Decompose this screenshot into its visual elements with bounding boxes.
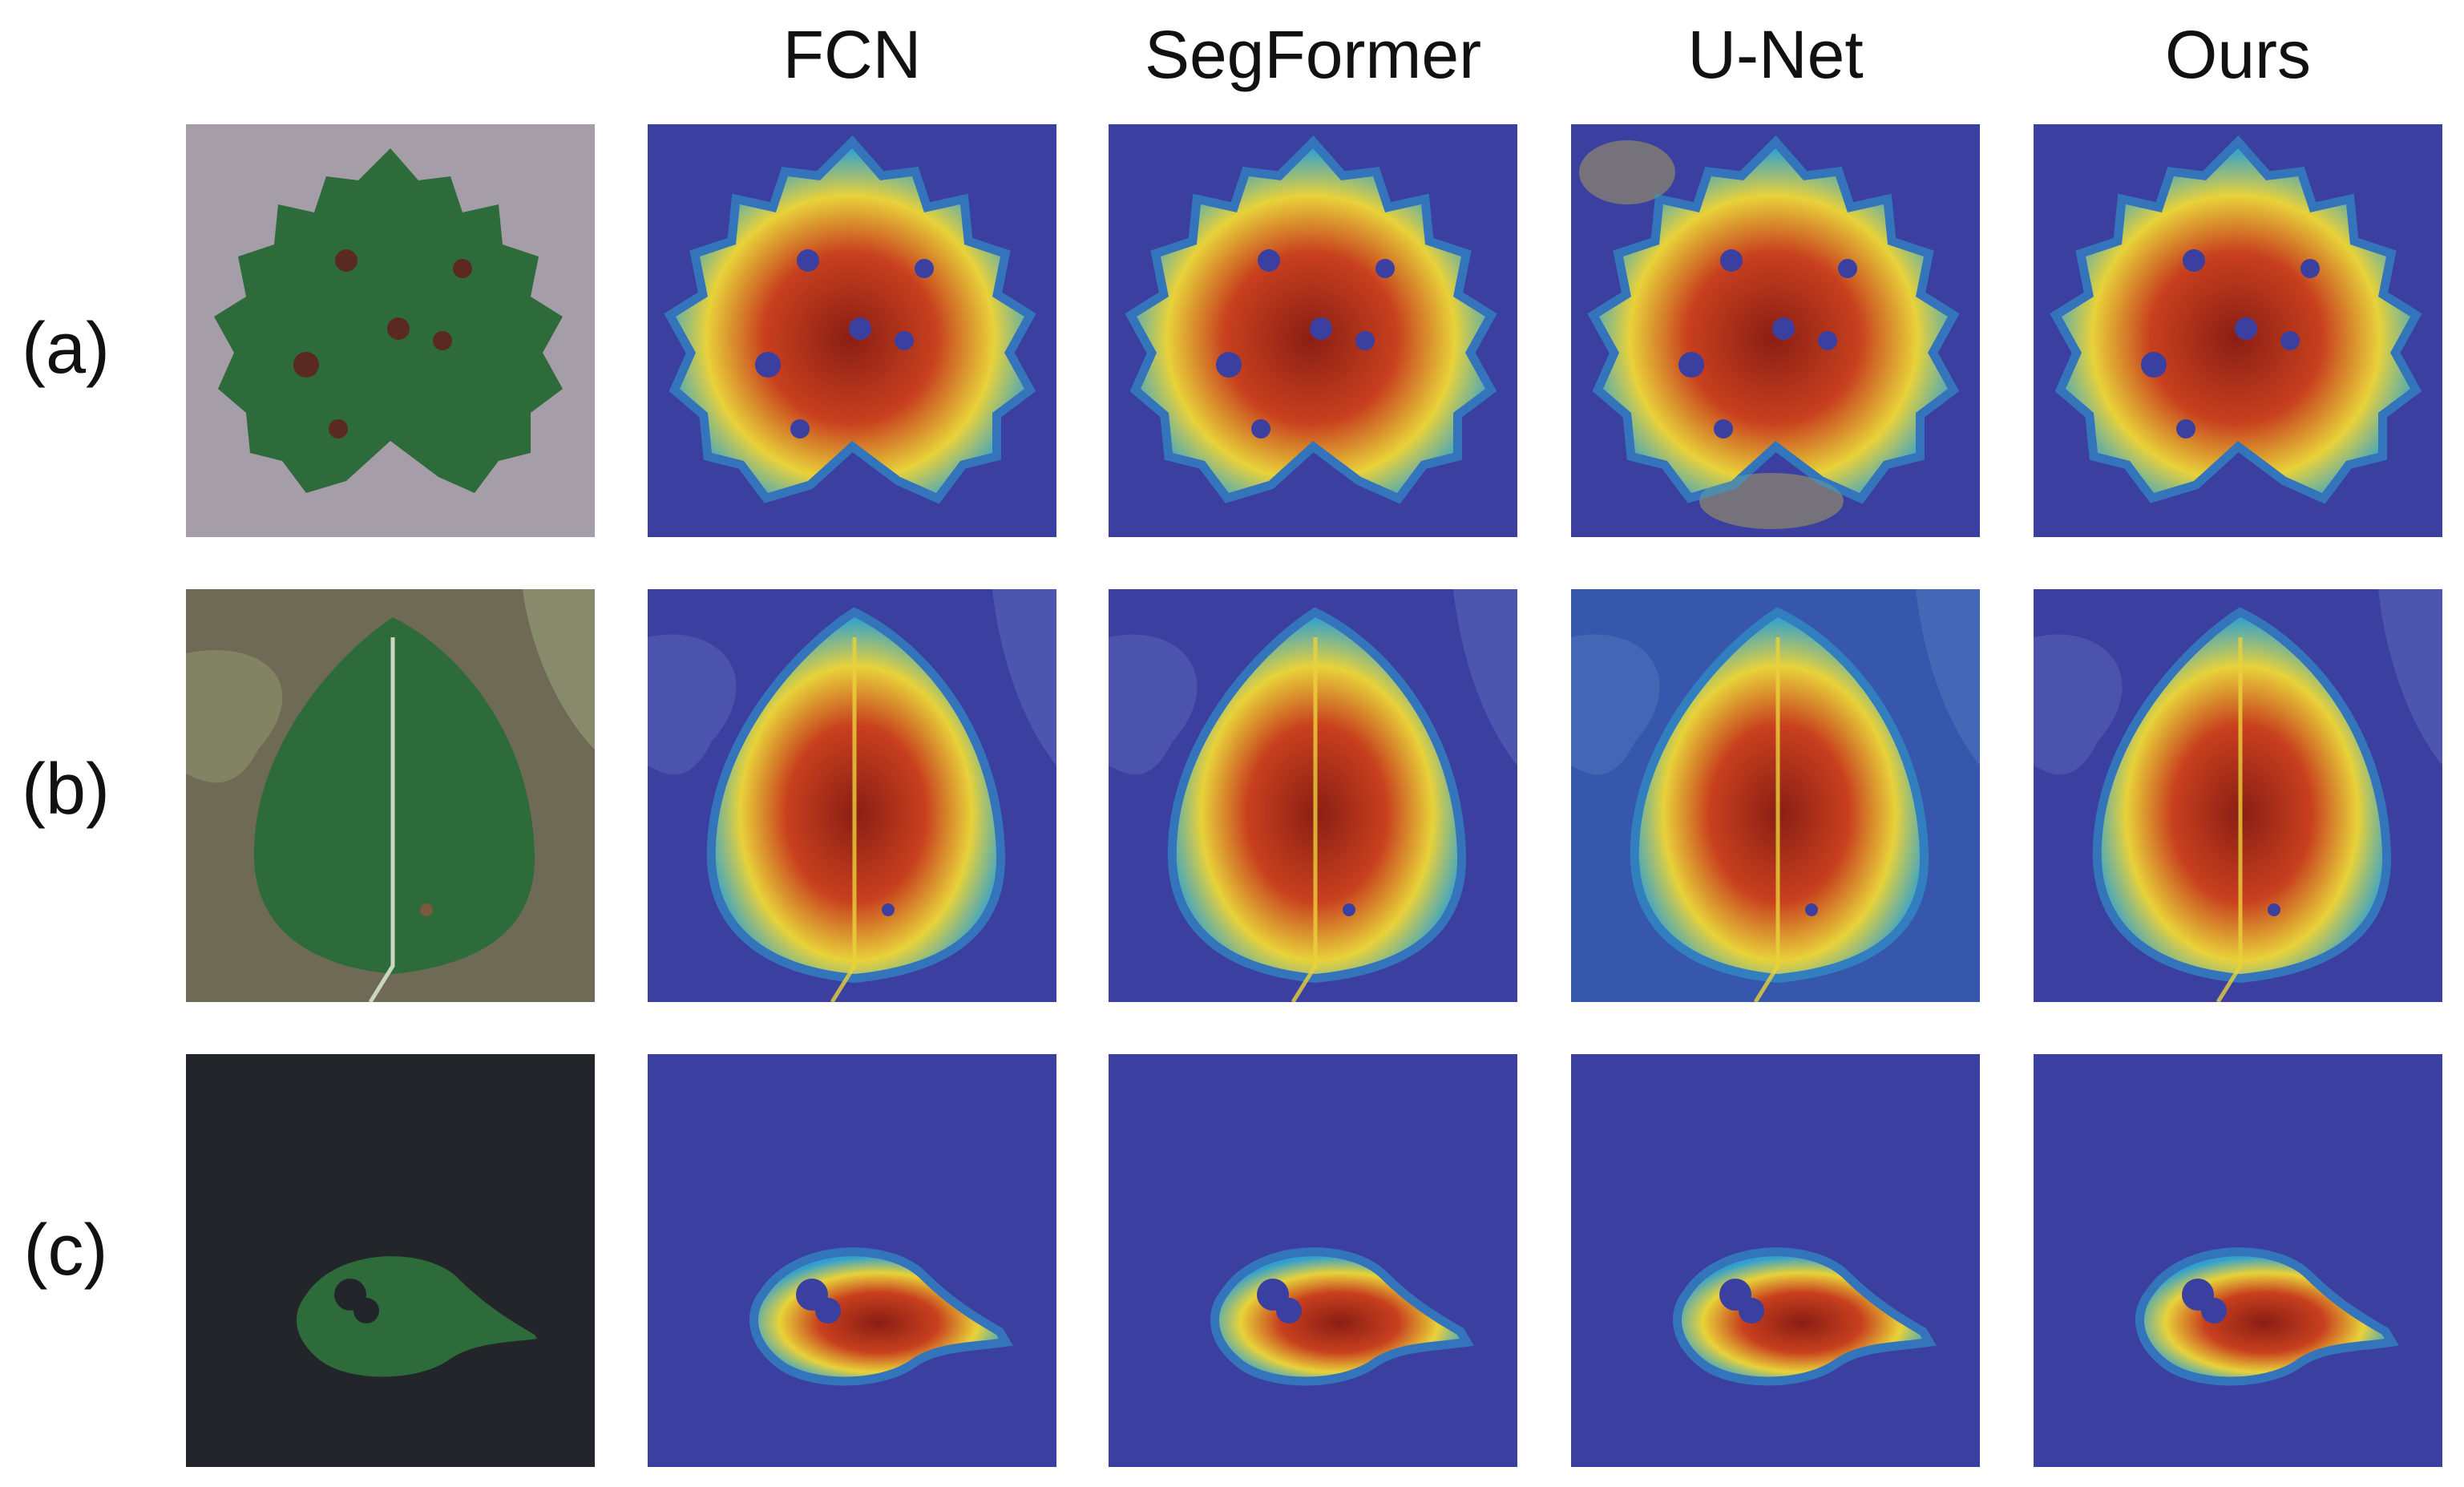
row-label-b: (b) [22, 750, 110, 830]
row-label-a: (a) [22, 309, 110, 389]
column-header-segformer: SegFormer [1144, 17, 1482, 92]
cell-b-original [186, 589, 595, 1002]
column-header-fcn: FCN [782, 17, 922, 92]
cell-a-segformer [1109, 124, 1517, 537]
cell-a-unet [1571, 124, 1980, 537]
cell-c-segformer [1109, 1054, 1517, 1467]
column-header-ours: Ours [2164, 17, 2312, 92]
cell-c-unet [1571, 1054, 1980, 1467]
cell-b-unet [1571, 589, 1980, 1002]
cell-b-fcn [648, 589, 1056, 1002]
cell-a-fcn [648, 124, 1056, 537]
row-label-c: (c) [23, 1210, 108, 1291]
cell-b-segformer [1109, 589, 1517, 1002]
cell-a-ours [2034, 124, 2442, 537]
cell-b-ours [2034, 589, 2442, 1002]
cell-a-original [186, 124, 595, 537]
cell-c-original [186, 1054, 595, 1467]
cell-c-fcn [648, 1054, 1056, 1467]
column-header-unet: U-Net [1687, 17, 1864, 92]
cell-c-ours [2034, 1054, 2442, 1467]
